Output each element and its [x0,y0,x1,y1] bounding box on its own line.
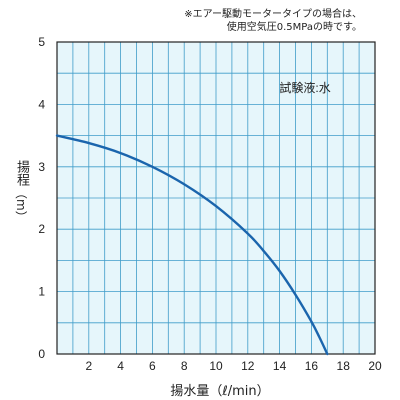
y-tick-label: 4 [38,97,45,111]
x-tick-label: 12 [241,359,255,373]
test-liquid-annotation: 試験液:水 [279,80,330,95]
x-axis-label: 揚水量（ℓ/min） [170,384,270,399]
y-axis-label: 揚程 （m） [10,160,32,223]
x-tick-label: 10 [209,359,223,373]
y-axis-unit: （m） [14,187,28,223]
usage-note-line-1: ※エアー駆動モータータイプの場合は、 [184,9,362,20]
x-tick-label: 18 [337,359,351,373]
usage-note: ※エアー駆動モータータイプの場合は、 使用空気圧0.5MPaの時です。 [162,8,362,34]
y-tick-label: 2 [38,222,45,236]
head-flow-curve [55,134,329,356]
usage-note-line-2: 使用空気圧0.5MPaの時です。 [226,22,362,33]
y-tick-label: 3 [38,160,45,174]
y-tick-labels: 0 1 2 3 4 5 [38,35,45,361]
x-tick-label: 8 [181,359,188,373]
x-tick-label: 6 [149,359,156,373]
x-tick-label: 16 [305,359,319,373]
plot-frame [56,41,376,355]
x-tick-label: 4 [117,359,124,373]
y-tick-label: 1 [38,285,45,299]
x-tick-label: 2 [85,359,92,373]
grid-lines [56,41,376,355]
curve-layer [55,134,329,356]
x-tick-label: 20 [368,359,382,373]
y-tick-label: 0 [38,347,45,361]
x-tick-labels: 2 4 6 8 10 12 14 16 18 20 [85,359,382,373]
y-tick-label: 5 [38,35,45,49]
x-tick-label: 14 [273,359,287,373]
y-axis-label-text: 揚程 [14,160,29,186]
